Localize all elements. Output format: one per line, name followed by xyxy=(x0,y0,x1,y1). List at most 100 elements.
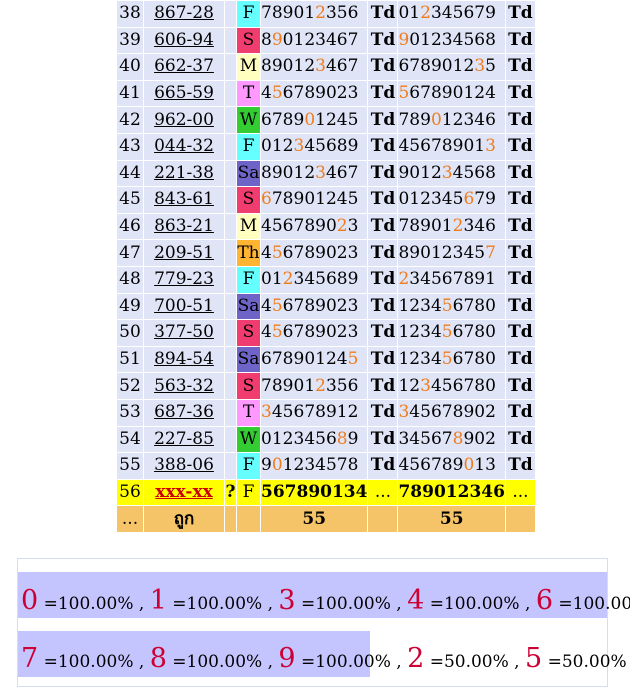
stat-percent: =100.00% xyxy=(172,594,263,614)
day-badge: F xyxy=(236,265,261,294)
day-badge: M xyxy=(236,212,261,241)
day-badge: S xyxy=(236,319,261,347)
stat-digit: 8 xyxy=(149,643,167,674)
digit-sequence-cell: 901234578 xyxy=(259,452,369,480)
digit-sequence-cell: 567890124 xyxy=(397,79,506,108)
draw-code-cell: 563-32 xyxy=(143,372,225,400)
digit-sequence-cell: 012345679 xyxy=(397,0,506,28)
draw-code-link[interactable]: xxx-xx xyxy=(155,481,213,502)
table-row: 41 665-59 T 456789023 Td 567890124 Td xyxy=(116,79,536,108)
draw-code-cell: 700-51 xyxy=(143,292,225,321)
day-badge: W xyxy=(236,425,261,454)
stats-line-1: 0 =100.00% , 1 =100.00% , 3 =100.00% , 4… xyxy=(21,585,630,616)
row-number: 39 xyxy=(116,26,144,55)
draw-code-link[interactable]: 863-21 xyxy=(154,216,214,237)
stat-digit: 4 xyxy=(407,585,425,616)
draw-code-link[interactable]: 563-32 xyxy=(154,375,214,396)
row-number: 50 xyxy=(116,319,144,347)
table-row: 44 221-38 Sa 890123467 Td 901234568 Td xyxy=(116,159,536,188)
table-row: 47 209-51 Th 456789023 Td 890123457 Td xyxy=(116,239,536,267)
day-badge: Sa xyxy=(236,345,261,374)
draw-code-link[interactable]: 962-00 xyxy=(154,109,214,130)
result-tag: Td xyxy=(367,452,399,480)
draw-code-link[interactable]: 044-32 xyxy=(154,136,214,157)
summary-count: 55 xyxy=(397,505,506,533)
digit-sequence-cell: 456789023 xyxy=(259,292,369,321)
mark-cell xyxy=(224,132,237,161)
mark-cell xyxy=(224,186,237,214)
stat-percent: =100.00% xyxy=(43,652,134,672)
result-tag: Td xyxy=(504,372,536,400)
stat-percent: =100.00% xyxy=(301,594,391,614)
result-tag: Td xyxy=(367,26,399,55)
row-number: 45 xyxy=(116,186,144,214)
draw-code-link[interactable]: 867-28 xyxy=(154,3,214,24)
row-number: 51 xyxy=(116,345,144,374)
stat-digit: 5 xyxy=(525,643,543,674)
digit-sequence-cell: 890123457 xyxy=(397,239,506,267)
table-row: 38 867-28 F 789012356 Td 012345679 Td xyxy=(116,0,536,28)
mark-cell xyxy=(224,345,237,374)
digit-sequence-cell: 123456780 xyxy=(397,319,506,347)
table-row: 52 563-32 S 789012356 Td 123456780 Td xyxy=(116,372,536,400)
result-tag: Td xyxy=(504,159,536,188)
stat-percent: =100.00% xyxy=(429,594,520,614)
result-tag: Td xyxy=(367,186,399,214)
day-badge: F xyxy=(236,132,261,161)
draw-code-cell: 044-32 xyxy=(143,132,225,161)
draw-code-link[interactable]: 221-38 xyxy=(154,162,214,183)
draw-code-cell: 606-94 xyxy=(143,26,225,55)
result-tag: Td xyxy=(504,319,536,347)
digit-sequence-cell: 456789023 xyxy=(259,212,369,241)
table-row: 53 687-36 T 345678912 Td 345678902 Td xyxy=(116,398,536,427)
draw-code-link[interactable]: 209-51 xyxy=(154,242,214,263)
result-tag: Td xyxy=(504,425,536,454)
draw-code-link[interactable]: 687-36 xyxy=(154,402,214,423)
mark-cell xyxy=(224,26,237,55)
draw-code-cell: 843-61 xyxy=(143,186,225,214)
draw-code-link[interactable]: 700-51 xyxy=(154,295,214,316)
draw-code-link[interactable]: 606-94 xyxy=(154,29,214,50)
mark-cell xyxy=(224,372,237,400)
digit-sequence-cell: 678901245 xyxy=(259,186,369,214)
summary-blank xyxy=(504,505,536,533)
table-row: 55 388-06 F 901234578 Td 456789013 Td xyxy=(116,452,536,480)
row-number: 56 xyxy=(116,478,144,507)
mark-cell: ? xyxy=(224,478,237,507)
mark-cell xyxy=(224,398,237,427)
row-number: 53 xyxy=(116,398,144,427)
day-badge: F xyxy=(236,0,261,28)
draw-code-link[interactable]: 662-37 xyxy=(154,56,214,77)
result-tag: Td xyxy=(504,132,536,161)
digit-sequence-cell: 678901245 xyxy=(259,106,369,134)
draw-code-link[interactable]: 665-59 xyxy=(154,83,214,104)
digit-sequence-cell: 890123467 xyxy=(259,26,369,55)
summary-blank xyxy=(367,505,399,533)
row-number: 42 xyxy=(116,106,144,134)
day-badge: F xyxy=(236,478,261,507)
mark-cell xyxy=(224,239,237,267)
digit-sequence-cell: 678901235 xyxy=(397,53,506,81)
draw-code-link[interactable]: 894-54 xyxy=(154,349,214,370)
digit-sequence-cell: 345678902 xyxy=(397,398,506,427)
summary-blank xyxy=(224,505,237,533)
mark-cell xyxy=(224,0,237,28)
result-tag: Td xyxy=(504,265,536,294)
result-tag: Td xyxy=(367,106,399,134)
day-badge: M xyxy=(236,53,261,81)
draw-code-link[interactable]: 388-06 xyxy=(154,455,214,476)
result-tag: Td xyxy=(367,239,399,267)
mark-cell xyxy=(224,79,237,108)
digit-sequence-cell: 123456780 xyxy=(397,372,506,400)
digit-sequence-cell: 456789023 xyxy=(259,319,369,347)
result-tag: Td xyxy=(367,212,399,241)
mark-cell xyxy=(224,106,237,134)
draw-code-link[interactable]: 779-23 xyxy=(154,269,214,290)
stats-line-2: 7 =100.00% , 8 =100.00% , 9 =100.00% , 2… xyxy=(21,643,630,674)
stat-digit: 7 xyxy=(21,643,39,674)
draw-code-link[interactable]: 227-85 xyxy=(154,428,214,449)
draw-code-link[interactable]: 377-50 xyxy=(154,322,214,343)
draw-code-link[interactable]: 843-61 xyxy=(154,189,214,210)
day-badge: Sa xyxy=(236,159,261,188)
result-tag: Td xyxy=(367,79,399,108)
